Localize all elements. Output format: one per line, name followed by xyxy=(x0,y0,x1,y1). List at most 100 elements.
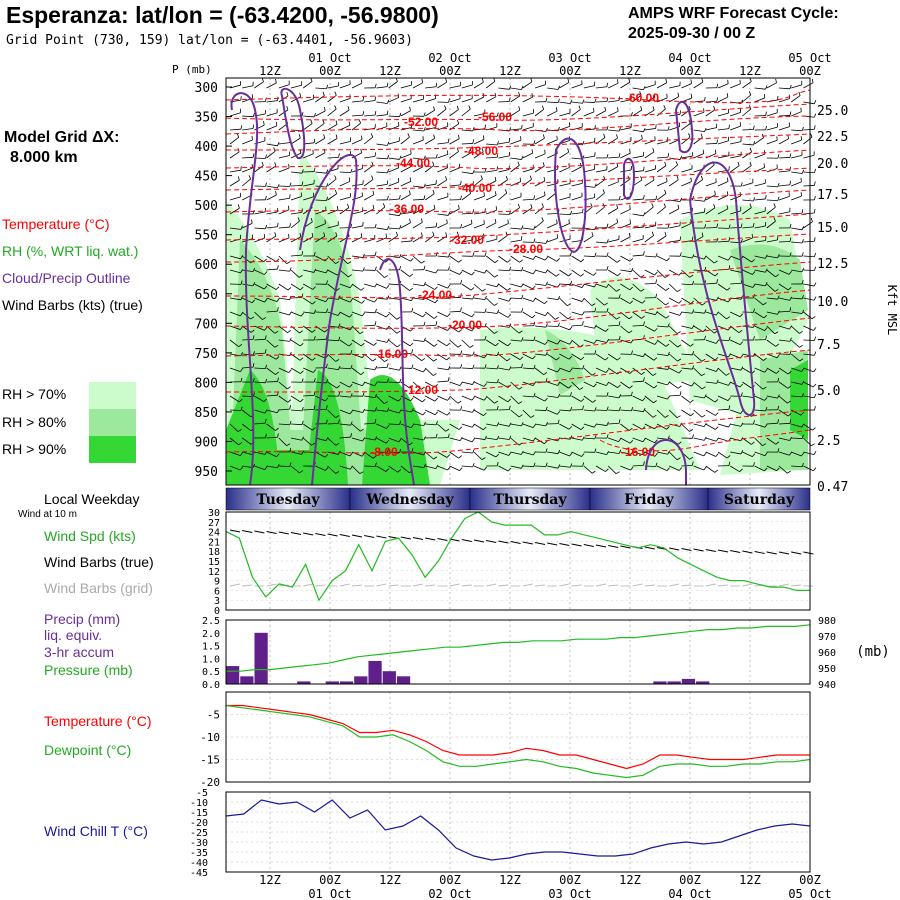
wind-barb xyxy=(632,212,646,217)
wind-barb xyxy=(498,311,512,318)
barb-feather xyxy=(362,382,365,386)
wind-barb xyxy=(461,295,475,300)
temperature-contour xyxy=(225,213,811,241)
barb-feather xyxy=(445,428,450,432)
barb-feather xyxy=(748,91,752,96)
wind-barb xyxy=(266,142,280,147)
barb-shaft xyxy=(339,381,350,388)
barb-shaft xyxy=(376,423,387,429)
barb-feather xyxy=(641,134,643,140)
barb-feather xyxy=(396,344,401,348)
wind-barb xyxy=(229,81,242,89)
wind-barb xyxy=(486,405,499,411)
pressure-line xyxy=(226,624,811,672)
barb-shaft xyxy=(534,255,546,261)
barb-feather xyxy=(457,119,460,124)
wind-barb xyxy=(339,168,353,174)
barb-feather xyxy=(532,424,536,428)
barb-shaft xyxy=(583,111,595,117)
barb-feather xyxy=(472,209,474,214)
barb-shaft xyxy=(437,311,448,318)
barb-shaft xyxy=(742,207,752,215)
barb-shaft xyxy=(730,210,741,215)
barb-feather xyxy=(325,183,329,188)
barb-feather xyxy=(787,371,792,375)
wind-barb xyxy=(583,434,597,440)
barb-feather xyxy=(496,309,500,314)
barb-feather xyxy=(386,425,390,429)
temperature-label: -8.00 xyxy=(370,445,398,459)
barb-shaft xyxy=(412,311,424,318)
barb-shaft xyxy=(388,198,400,201)
barb-feather xyxy=(433,315,438,319)
barb-feather xyxy=(277,222,279,227)
barb-shaft xyxy=(803,240,815,243)
barb-feather xyxy=(433,358,438,362)
barb-shaft xyxy=(351,183,363,187)
barb-shaft xyxy=(241,409,252,418)
barb-feather xyxy=(434,299,439,304)
wind-barb xyxy=(644,165,656,173)
barb-feather xyxy=(470,287,475,291)
barb-shaft xyxy=(412,423,424,427)
barb-feather xyxy=(591,303,596,306)
wind-barb xyxy=(778,350,792,355)
wind-barb xyxy=(486,461,499,467)
barb-shaft xyxy=(534,367,544,376)
wind-barb xyxy=(730,122,741,131)
barb-shaft xyxy=(266,310,278,313)
barb-shaft xyxy=(571,297,583,302)
wind-barb xyxy=(315,169,329,174)
barb-shaft xyxy=(766,139,778,145)
wind-barb xyxy=(547,164,559,173)
barb-shaft xyxy=(730,155,742,159)
wind-barb xyxy=(461,423,475,428)
wind-barb xyxy=(400,269,414,277)
wind-barb xyxy=(278,182,292,187)
barb-feather xyxy=(541,203,544,208)
barb-shaft xyxy=(620,236,631,243)
barb-feather xyxy=(435,154,438,159)
barb-shaft xyxy=(510,239,522,243)
barb-shaft xyxy=(229,112,241,117)
wind-barb xyxy=(717,224,731,229)
barb-feather xyxy=(667,435,670,440)
barb-feather xyxy=(655,253,658,258)
dewpoint-line xyxy=(225,704,811,779)
wind-barb xyxy=(754,85,768,90)
barb-feather xyxy=(407,133,410,138)
barb-feather xyxy=(580,258,585,263)
wind-barb xyxy=(608,127,621,132)
wind-barb xyxy=(766,437,780,445)
barb-feather xyxy=(618,335,621,340)
bottom-hour-label: 00Z xyxy=(319,873,341,887)
barb-feather xyxy=(289,420,292,425)
wind-barb xyxy=(632,395,646,402)
wind-barb xyxy=(266,121,278,131)
bottom-hour-label: 12Z xyxy=(499,873,521,887)
barb-feather xyxy=(727,177,729,182)
barb-shaft xyxy=(681,325,693,329)
wind-barb xyxy=(644,269,658,276)
barb-shaft xyxy=(632,325,644,327)
wind-barb xyxy=(254,395,268,402)
wind-barb xyxy=(388,231,399,243)
barb-shaft xyxy=(681,353,693,356)
barb-feather xyxy=(447,397,451,401)
wind-barb xyxy=(668,353,682,362)
barb-feather xyxy=(423,463,426,468)
barb-shaft xyxy=(498,339,508,347)
wind-barb xyxy=(327,120,338,131)
barb-shaft xyxy=(632,87,644,91)
barb-feather xyxy=(749,147,752,153)
barb-feather xyxy=(775,343,780,347)
wind-barb xyxy=(559,311,572,320)
wind-barb xyxy=(754,133,765,145)
wind-barb xyxy=(364,283,378,288)
wind-barb xyxy=(656,311,670,319)
barb-shaft xyxy=(290,171,302,174)
barb-shaft xyxy=(400,269,410,277)
barb-shaft xyxy=(547,395,559,398)
barb-feather xyxy=(265,154,268,159)
true-wind-barb xyxy=(290,532,302,535)
